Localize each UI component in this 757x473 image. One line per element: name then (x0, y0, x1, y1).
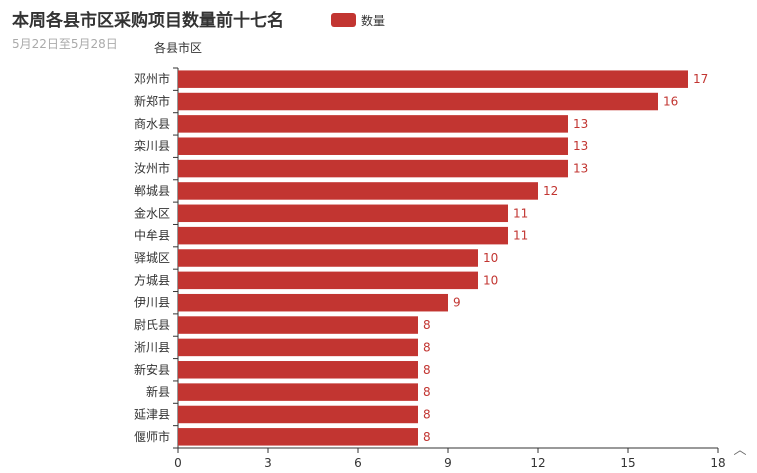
category-label: 郸城县 (134, 184, 170, 198)
bar-商水县[interactable] (178, 115, 568, 133)
bar-偃师市[interactable] (178, 428, 418, 446)
category-label: 新县 (146, 384, 170, 399)
value-label: 8 (423, 385, 431, 399)
value-label: 9 (453, 296, 461, 310)
value-label: 11 (513, 229, 528, 243)
category-label: 伊川县 (134, 296, 170, 310)
value-label: 12 (543, 184, 558, 198)
bar-新郑市[interactable] (178, 92, 658, 111)
x-tick-label: 9 (444, 456, 452, 470)
category-label: 新郑市 (134, 94, 170, 109)
category-label: 金水区 (134, 205, 170, 220)
bar-延津县[interactable] (178, 405, 418, 424)
value-label: 17 (693, 72, 708, 86)
x-tick-label: 15 (620, 456, 635, 470)
x-tick-label: 3 (264, 456, 272, 470)
value-label: 13 (573, 162, 588, 176)
bar-栾川县[interactable] (178, 137, 568, 155)
category-label: 中牟县 (134, 228, 170, 243)
category-label: 尉氏县 (134, 317, 170, 332)
value-label: 8 (423, 407, 431, 421)
legend-swatch[interactable] (331, 13, 356, 27)
category-label: 邓州市 (134, 71, 170, 86)
category-label: 栾川县 (134, 138, 170, 153)
bar-金水区[interactable] (178, 204, 508, 223)
value-label: 13 (573, 139, 588, 153)
x-tick-label: 6 (354, 456, 362, 470)
value-label: 8 (423, 430, 431, 444)
chart-subtitle: 5月22日至5月28日 (12, 37, 118, 51)
bar-方城县[interactable] (178, 271, 478, 290)
value-label: 8 (423, 340, 431, 354)
bar-淅川县[interactable] (178, 338, 418, 357)
bar-中牟县[interactable] (178, 226, 508, 245)
scroll-up-icon[interactable]: ︿ (733, 443, 746, 458)
category-label: 驿城区 (134, 251, 170, 265)
value-label: 13 (573, 117, 588, 131)
x-tick-label: 18 (710, 456, 725, 470)
category-label: 方城县 (134, 272, 170, 287)
y-axis-name: 各县市区 (154, 40, 202, 55)
value-label: 8 (423, 318, 431, 332)
value-label: 8 (423, 363, 431, 377)
bar-郸城县[interactable] (178, 182, 538, 200)
bar-驿城区[interactable] (178, 249, 478, 267)
category-label: 偃师市 (134, 429, 170, 444)
category-label: 商水县 (134, 116, 170, 131)
bar-新县[interactable] (178, 383, 418, 401)
category-label: 延津县 (134, 407, 170, 421)
plot-area: 邓州市 17 新郑市 16 商水县 13 栾川县 13 汝州市 13 郸城县 12 金水区 11 中牟县 11… (134, 67, 726, 470)
category-label: 新安县 (134, 362, 170, 377)
bar-邓州市[interactable] (178, 70, 688, 88)
x-tick-label: 0 (174, 456, 182, 470)
value-label: 16 (663, 95, 678, 109)
bar-新安县[interactable] (178, 361, 418, 379)
value-label: 10 (483, 251, 498, 265)
bar-伊川县[interactable] (178, 293, 448, 312)
x-tick-label: 12 (530, 456, 545, 470)
value-label: 10 (483, 273, 498, 287)
legend[interactable]: 数量 (331, 13, 385, 28)
value-label: 11 (513, 206, 528, 220)
category-label: 淅川县 (134, 339, 170, 354)
chart-title: 本周各县市区采购项目数量前十七名 (12, 10, 284, 31)
bar-汝州市[interactable] (178, 159, 568, 178)
legend-label[interactable]: 数量 (361, 13, 385, 28)
category-label: 汝州市 (134, 161, 170, 176)
bar-尉氏县[interactable] (178, 316, 418, 334)
